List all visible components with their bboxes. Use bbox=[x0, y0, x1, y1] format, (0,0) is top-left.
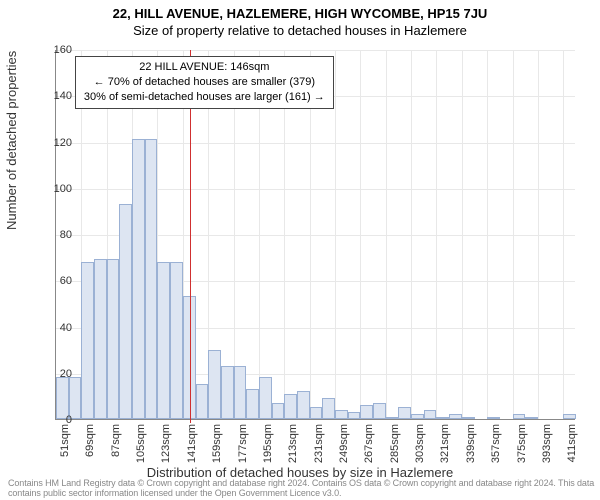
histogram-bar bbox=[94, 259, 107, 419]
page-title-1: 22, HILL AVENUE, HAZLEMERE, HIGH WYCOMBE… bbox=[0, 0, 600, 21]
chart-plot-area: 22 HILL AVENUE: 146sqm ← 70% of detached… bbox=[55, 50, 575, 420]
histogram-bar bbox=[284, 394, 297, 419]
x-tick-label: 303sqm bbox=[414, 424, 426, 463]
x-tick-label: 123sqm bbox=[160, 424, 172, 463]
y-tick-label: 120 bbox=[42, 137, 72, 149]
page-title-2: Size of property relative to detached ho… bbox=[0, 21, 600, 38]
histogram-bar bbox=[107, 259, 120, 419]
histogram-bar bbox=[348, 412, 361, 419]
x-tick-label: 195sqm bbox=[262, 424, 274, 463]
histogram-bar bbox=[196, 384, 209, 419]
histogram-bar bbox=[56, 377, 69, 419]
x-tick-label: 249sqm bbox=[338, 424, 350, 463]
histogram-bar bbox=[525, 417, 538, 419]
histogram-bar bbox=[322, 398, 335, 419]
histogram-bar bbox=[310, 407, 323, 419]
x-tick-label: 69sqm bbox=[84, 424, 96, 457]
histogram-bar bbox=[335, 410, 348, 419]
x-tick-label: 141sqm bbox=[186, 424, 198, 463]
histogram-bar bbox=[424, 410, 437, 419]
x-tick-label: 411sqm bbox=[566, 424, 578, 462]
y-tick-label: 100 bbox=[42, 183, 72, 195]
histogram-bar bbox=[487, 417, 500, 419]
y-axis-label: Number of detached properties bbox=[4, 51, 19, 230]
histogram-bar bbox=[373, 403, 386, 419]
histogram-bar bbox=[449, 414, 462, 419]
x-tick-label: 321sqm bbox=[439, 424, 451, 463]
histogram-bar bbox=[132, 139, 145, 419]
callout-line-1: 22 HILL AVENUE: 146sqm bbox=[84, 60, 325, 75]
histogram-bar bbox=[246, 389, 259, 419]
histogram-bar bbox=[170, 262, 183, 419]
histogram-bar bbox=[145, 139, 158, 419]
histogram-bar bbox=[398, 407, 411, 419]
x-tick-label: 213sqm bbox=[287, 424, 299, 463]
x-tick-label: 339sqm bbox=[465, 424, 477, 463]
y-tick-label: 20 bbox=[42, 368, 72, 380]
x-tick-label: 105sqm bbox=[135, 424, 147, 463]
x-tick-label: 267sqm bbox=[363, 424, 375, 463]
callout-line-2: ← 70% of detached houses are smaller (37… bbox=[84, 75, 325, 90]
histogram-bar bbox=[259, 377, 272, 419]
x-tick-label: 51sqm bbox=[59, 424, 71, 457]
x-tick-label: 285sqm bbox=[389, 424, 401, 463]
histogram-bar bbox=[386, 417, 399, 419]
y-tick-label: 40 bbox=[42, 322, 72, 334]
histogram-bar bbox=[234, 366, 247, 419]
histogram-bar bbox=[411, 414, 424, 419]
histogram-bar bbox=[69, 377, 82, 419]
x-tick-label: 357sqm bbox=[490, 424, 502, 463]
y-tick-label: 80 bbox=[42, 229, 72, 241]
histogram-bar bbox=[221, 366, 234, 419]
footer-attribution: Contains HM Land Registry data © Crown c… bbox=[8, 478, 600, 498]
histogram-bar bbox=[157, 262, 170, 419]
y-tick-label: 60 bbox=[42, 275, 72, 287]
histogram-bar bbox=[297, 391, 310, 419]
histogram-bar bbox=[563, 414, 576, 419]
histogram-bar bbox=[272, 403, 285, 419]
y-tick-label: 140 bbox=[42, 90, 72, 102]
x-tick-label: 393sqm bbox=[541, 424, 553, 463]
callout-line-3: 30% of semi-detached houses are larger (… bbox=[84, 90, 325, 105]
histogram-bar bbox=[81, 262, 94, 419]
histogram-bar bbox=[462, 417, 475, 419]
x-tick-label: 177sqm bbox=[237, 424, 249, 463]
x-tick-label: 87sqm bbox=[110, 424, 122, 457]
x-tick-label: 159sqm bbox=[211, 424, 223, 463]
x-tick-label: 375sqm bbox=[516, 424, 528, 463]
histogram-bar bbox=[513, 414, 526, 419]
histogram-bar bbox=[436, 417, 449, 419]
histogram-bar bbox=[360, 405, 373, 419]
histogram-bar bbox=[119, 204, 132, 419]
callout-box: 22 HILL AVENUE: 146sqm ← 70% of detached… bbox=[75, 56, 334, 109]
histogram-bar bbox=[208, 350, 221, 419]
x-tick-label: 231sqm bbox=[313, 424, 325, 463]
y-tick-label: 160 bbox=[42, 44, 72, 56]
